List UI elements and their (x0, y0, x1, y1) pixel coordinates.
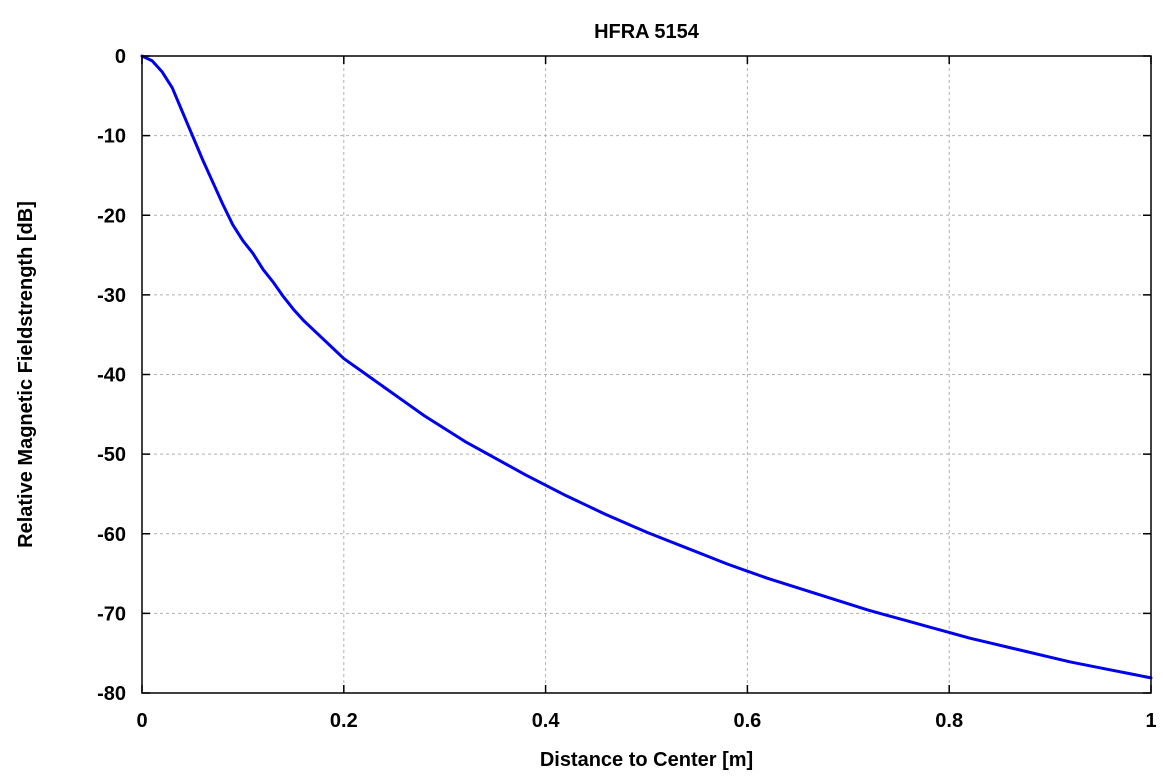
y-tick-label: -40 (97, 365, 126, 387)
chart-title: HFRA 5154 (594, 21, 700, 43)
y-tick-label: -70 (97, 603, 126, 625)
plot-frame (141, 55, 1152, 694)
y-tick-label: -30 (97, 285, 126, 307)
x-axis-label: Distance to Center [m] (540, 749, 753, 771)
y-axis-label: Relative Magnetic Fieldstrength [dB] (15, 201, 37, 548)
x-tick-label: 0.8 (935, 710, 963, 732)
y-tick-label: -60 (97, 524, 126, 546)
x-tick-label: 0 (136, 710, 147, 732)
x-tick-label: 0.2 (330, 710, 358, 732)
grid (141, 55, 1152, 694)
y-tick-label: -50 (97, 444, 126, 466)
y-tick-label: 0 (115, 46, 126, 68)
series-line (140, 54, 1153, 680)
y-tick-label: -20 (97, 205, 126, 227)
x-tick-label: 0.6 (733, 710, 761, 732)
x-tick-label: 0.4 (532, 710, 561, 732)
y-tick-label: -80 (97, 683, 126, 705)
x-tick-label: 1 (1145, 710, 1156, 732)
y-tick-label: -10 (97, 126, 126, 148)
y-tick-labels: 0 -10 -20 -30 -40 -50 -60 -70 -80 (97, 46, 126, 705)
x-tick-labels: 0 0.2 0.4 0.6 0.8 1 (136, 710, 1156, 732)
series-layer (140, 54, 1153, 680)
